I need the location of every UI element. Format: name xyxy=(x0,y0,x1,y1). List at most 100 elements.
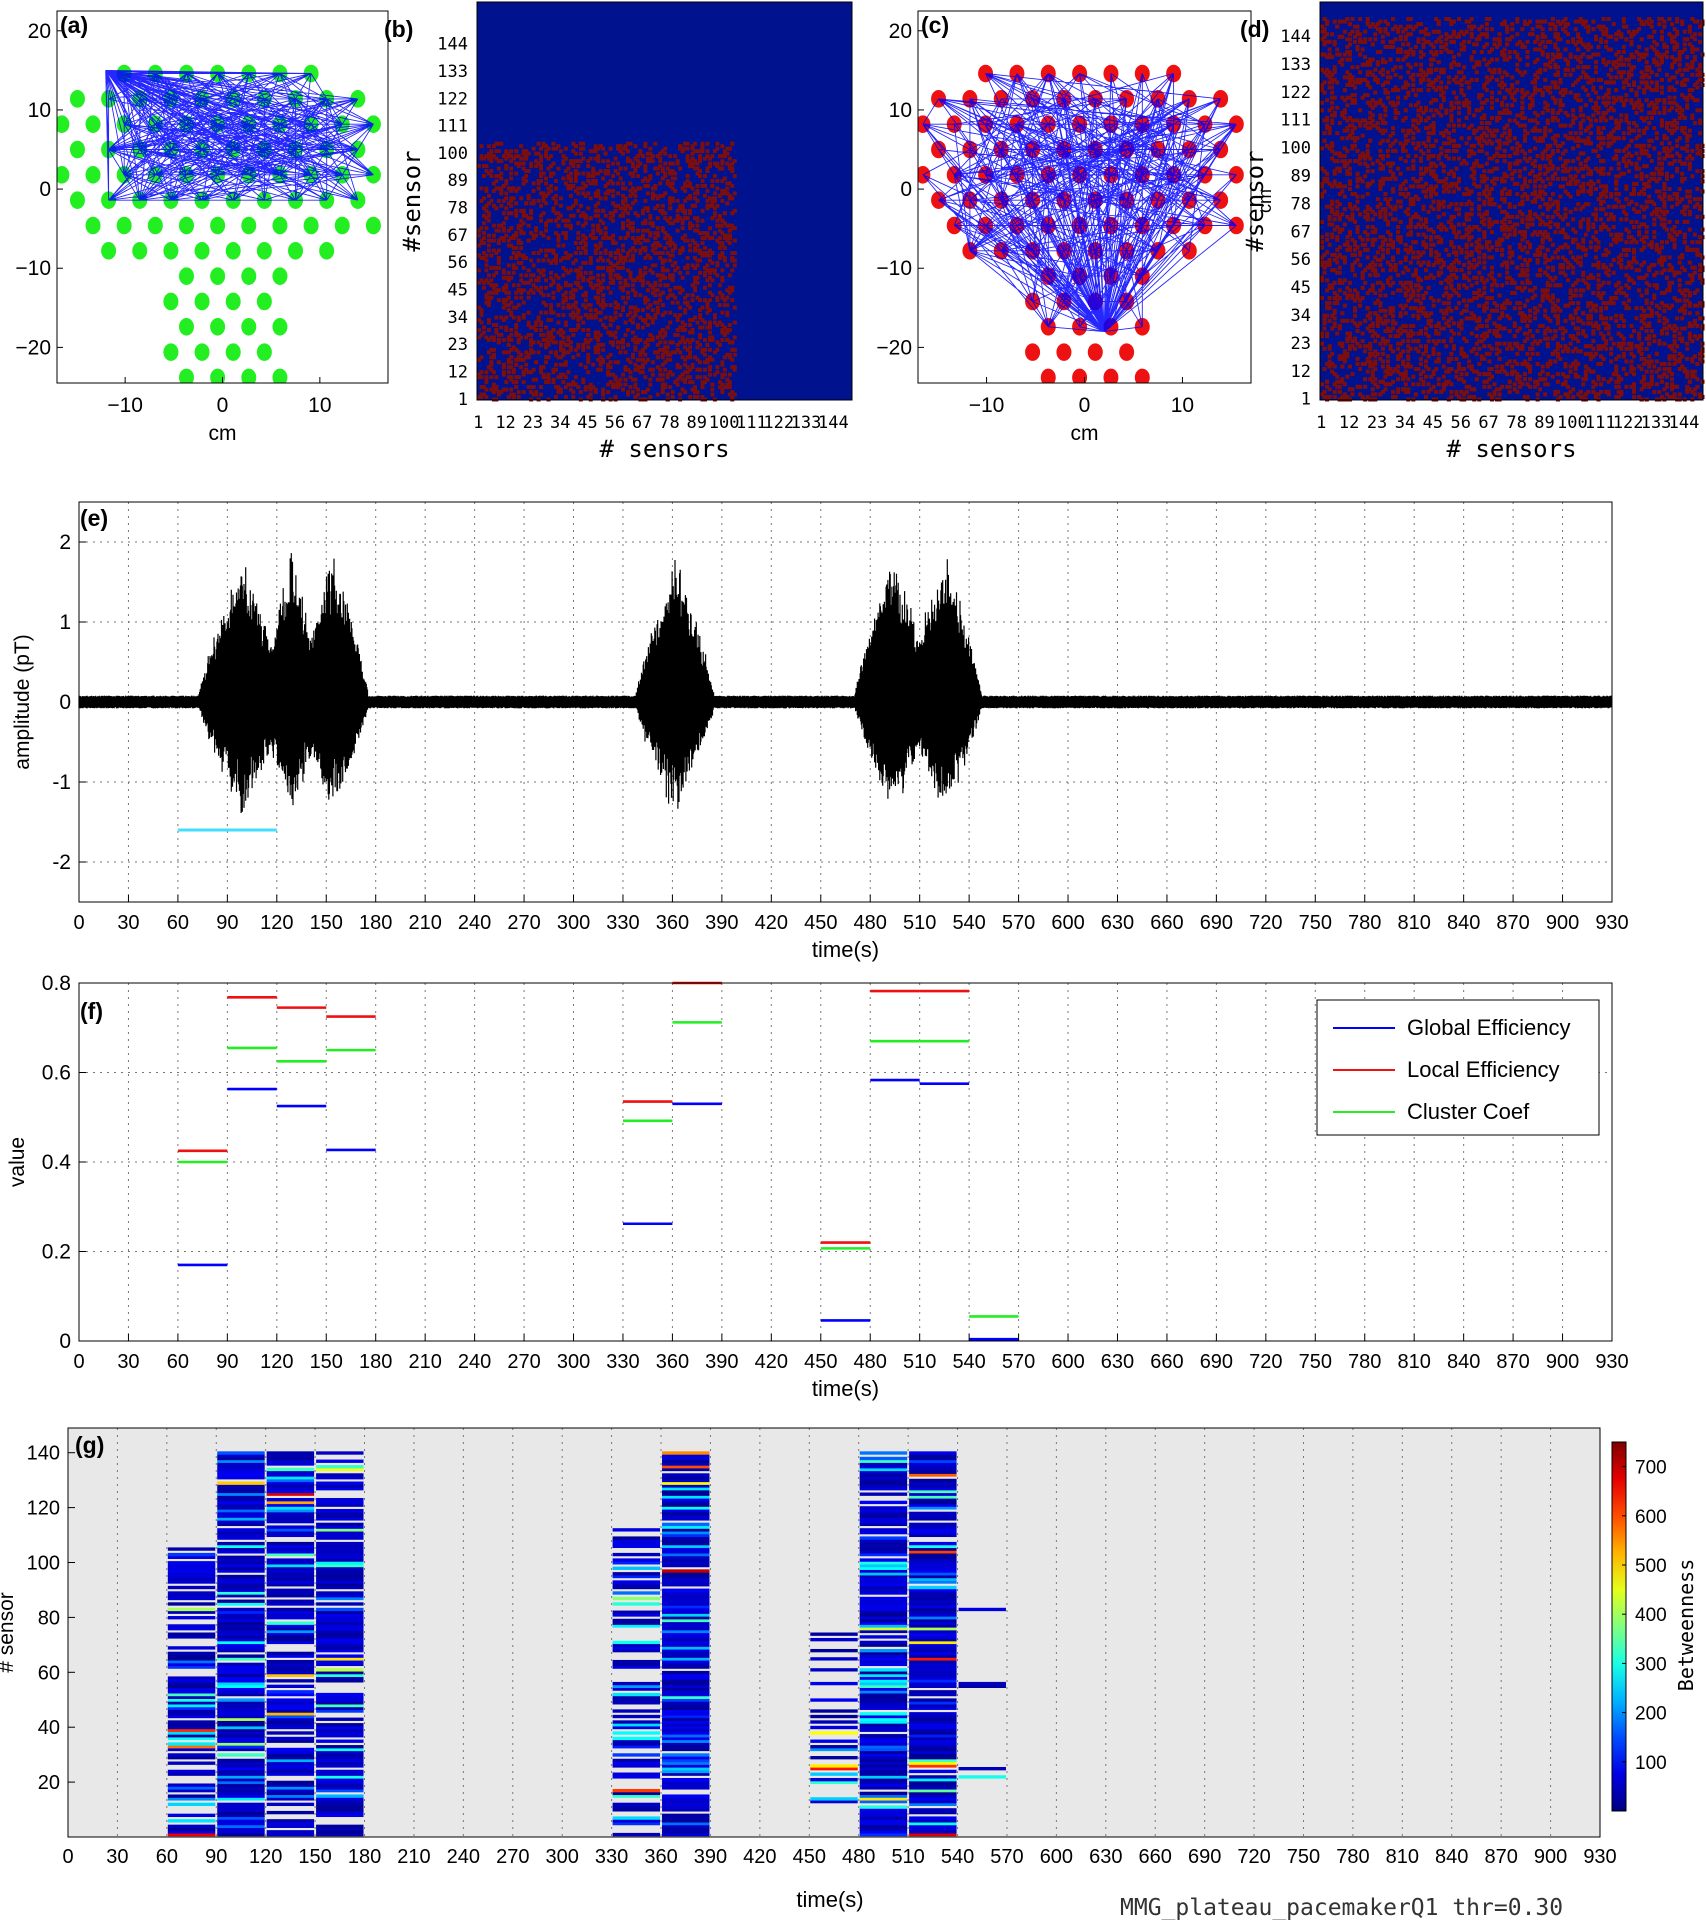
matrix-cell xyxy=(1396,377,1401,382)
matrix-cell xyxy=(501,236,506,241)
matrix-cell xyxy=(509,203,514,208)
matrix-cell xyxy=(1459,351,1464,356)
matrix-cell xyxy=(1662,303,1667,308)
matrix-cell xyxy=(1522,303,1527,308)
matrix-cell xyxy=(1675,359,1680,364)
matrix-cell xyxy=(573,144,578,149)
matrix-cell xyxy=(1601,336,1606,341)
matrix-cell xyxy=(573,188,578,193)
matrix-cell xyxy=(670,198,675,203)
matrix-cell xyxy=(514,171,519,176)
matrix-cell xyxy=(521,288,526,293)
matrix-cell xyxy=(1489,308,1494,313)
matrix-cell xyxy=(1451,331,1456,336)
matrix-cell xyxy=(1454,275,1459,280)
matrix-cell xyxy=(638,350,643,355)
matrix-cell xyxy=(603,226,608,231)
matrix-cell xyxy=(561,231,566,236)
matrix-cell xyxy=(561,243,566,248)
sensor-node xyxy=(319,242,335,260)
matrix-cell xyxy=(1586,344,1591,349)
matrix-cell xyxy=(1350,387,1355,392)
matrix-cell xyxy=(680,146,685,151)
matrix-cell xyxy=(1477,303,1482,308)
matrix-cell xyxy=(491,283,496,288)
matrix-cell xyxy=(1451,321,1456,326)
matrix-cell xyxy=(702,380,707,385)
matrix-cell xyxy=(1459,367,1464,372)
matrix-cell xyxy=(1507,316,1512,321)
matrix-cell xyxy=(1515,344,1520,349)
matrix-cell xyxy=(1337,288,1342,293)
matrix-cell xyxy=(1482,331,1487,336)
matrix-cell xyxy=(1697,316,1702,321)
matrix-cell xyxy=(501,270,506,275)
matrix-cell xyxy=(1639,341,1644,346)
matrix-cell xyxy=(608,253,613,258)
matrix-cell xyxy=(573,375,578,380)
matrix-cell xyxy=(556,216,561,221)
matrix-cell xyxy=(1527,377,1533,382)
matrix-cell xyxy=(1497,273,1502,278)
matrix-cell xyxy=(509,154,514,159)
matrix-cell xyxy=(720,372,725,377)
matrix-cell xyxy=(576,268,581,273)
matrix-cell xyxy=(1495,397,1500,402)
matrix-cell xyxy=(536,315,541,320)
matrix-cell xyxy=(1682,288,1687,293)
matrix-cell xyxy=(722,372,727,377)
matrix-cell xyxy=(1439,326,1444,331)
matrix-cell xyxy=(1492,328,1497,334)
matrix-cell xyxy=(650,221,655,226)
matrix-cell xyxy=(521,313,526,318)
matrix-cell xyxy=(588,275,593,280)
matrix-cell xyxy=(1588,275,1593,280)
y-tick-label: 1 xyxy=(458,390,468,410)
matrix-cell xyxy=(1474,377,1479,382)
matrix-cell xyxy=(1697,263,1702,268)
matrix-cell xyxy=(700,141,705,146)
matrix-cell xyxy=(707,290,712,295)
matrix-cell xyxy=(1515,377,1520,382)
matrix-cell xyxy=(695,345,700,350)
matrix-cell xyxy=(506,365,511,370)
matrix-cell xyxy=(613,263,618,268)
matrix-cell xyxy=(660,372,665,377)
matrix-cell xyxy=(1373,273,1378,278)
matrix-cell xyxy=(611,174,616,178)
matrix-cell xyxy=(1373,339,1378,344)
matrix-cell xyxy=(484,295,489,300)
matrix-cell xyxy=(534,228,539,233)
matrix-cell xyxy=(1644,397,1649,402)
matrix-cell xyxy=(561,340,566,345)
matrix-cell xyxy=(613,208,618,213)
matrix-cell xyxy=(1489,275,1494,280)
matrix-cell xyxy=(539,367,544,372)
matrix-cell xyxy=(1383,293,1388,298)
matrix-cell xyxy=(650,367,655,372)
matrix-cell xyxy=(509,387,514,392)
matrix-cell xyxy=(1350,339,1355,344)
matrix-cell xyxy=(633,345,638,350)
matrix-cell xyxy=(593,213,598,218)
matrix-cell xyxy=(591,166,596,171)
matrix-cell xyxy=(1647,364,1652,369)
matrix-cell xyxy=(707,372,712,377)
matrix-cell xyxy=(1429,323,1434,328)
matrix-cell xyxy=(566,166,571,171)
matrix-cell xyxy=(578,203,583,208)
matrix-cell xyxy=(1576,374,1581,379)
y-tick-label: 67 xyxy=(448,226,468,246)
matrix-cell xyxy=(1396,364,1401,369)
matrix-cell xyxy=(683,390,688,395)
matrix-cell xyxy=(638,151,643,156)
matrix-cell xyxy=(722,298,727,303)
matrix-cell xyxy=(635,337,640,342)
matrix-cell xyxy=(553,255,558,260)
matrix-cell xyxy=(1555,283,1560,288)
matrix-cell xyxy=(1642,275,1647,280)
matrix-cell xyxy=(551,340,556,345)
matrix-cell xyxy=(650,193,655,198)
matrix-cell xyxy=(1456,331,1462,336)
matrix-cell xyxy=(491,285,496,290)
